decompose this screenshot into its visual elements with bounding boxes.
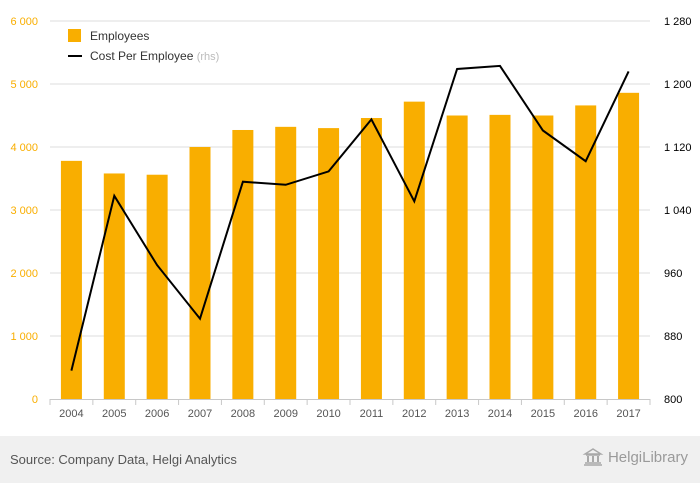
right-tick-label: 960	[664, 268, 682, 280]
brand-logo: HelgiLibrary	[582, 448, 688, 466]
x-tick-label: 2015	[531, 408, 555, 420]
left-tick-label: 1 000	[10, 331, 38, 343]
bar-employees	[189, 147, 211, 399]
x-tick-label: 2008	[231, 408, 255, 420]
source-text: Source: Company Data, Helgi Analytics	[10, 452, 237, 467]
left-tick-label: 6 000	[10, 16, 38, 28]
right-tick-label: 880	[664, 331, 682, 343]
x-tick-label: 2007	[188, 408, 212, 420]
brand-name: HelgiLibrary	[607, 448, 688, 466]
right-tick-label: 1 120	[664, 142, 692, 154]
line-cost-per-employee	[70, 64, 630, 371]
x-tick-label: 2009	[273, 408, 297, 420]
bar-employees	[446, 115, 468, 399]
bar-employees	[60, 160, 82, 399]
x-tick-label: 2011	[360, 408, 384, 420]
left-tick-label: 5 000	[10, 79, 38, 91]
legend-label-employees: Employees	[90, 29, 149, 43]
left-tick-label: 2 000	[10, 268, 38, 280]
legend-label-cost: Cost Per Employee (rhs)	[90, 49, 219, 63]
x-tick-label: 2010	[316, 408, 340, 420]
bar-employees	[489, 114, 511, 400]
legend-marker-employees	[68, 29, 81, 42]
bar-employees	[360, 118, 382, 400]
bar-employees	[275, 126, 297, 399]
library-building-icon	[582, 448, 604, 466]
x-tick-label: 2012	[402, 408, 426, 420]
x-tick-label: 2004	[59, 408, 83, 420]
bar-employees	[103, 173, 125, 399]
bar-employees	[532, 115, 554, 399]
bar-employees	[318, 128, 340, 399]
bar-employees	[618, 92, 640, 399]
footer: Source: Company Data, Helgi Analytics He…	[0, 436, 700, 483]
x-tick-label: 2005	[102, 408, 126, 420]
bar-employees	[146, 174, 168, 399]
bar-employees	[232, 129, 254, 400]
right-tick-label: 1 280	[664, 16, 692, 28]
bar-employees	[403, 101, 425, 399]
x-tick-label: 2006	[145, 408, 169, 420]
left-tick-label: 3 000	[10, 205, 38, 217]
legend-note-rhs: (rhs)	[197, 51, 220, 63]
x-tick-label: 2017	[616, 408, 640, 420]
x-tick-label: 2016	[573, 408, 597, 420]
left-tick-label: 0	[32, 394, 38, 406]
x-tick-label: 2013	[445, 408, 469, 420]
right-tick-label: 800	[664, 394, 682, 406]
right-tick-label: 1 040	[664, 205, 692, 217]
left-tick-label: 4 000	[10, 142, 38, 154]
right-tick-label: 1 200	[664, 79, 692, 91]
bar-employees	[575, 105, 597, 400]
x-tick-label: 2014	[488, 408, 512, 420]
